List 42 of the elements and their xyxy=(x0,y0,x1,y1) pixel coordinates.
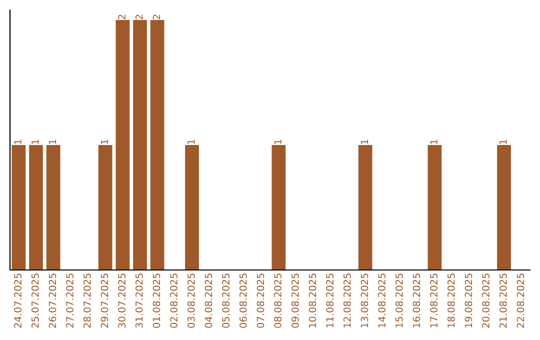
x-tick-label: 11.08.2025 xyxy=(326,274,334,328)
data-label: 1 xyxy=(14,140,22,144)
x-tick-label: 06.08.2025 xyxy=(239,274,247,328)
x-tick-label: 10.08.2025 xyxy=(308,274,316,328)
data-label: 1 xyxy=(500,140,507,144)
data-label: 2 xyxy=(135,14,143,20)
x-tick-label: 14.08.2025 xyxy=(378,274,386,328)
x-tick-label: 29.07.2025 xyxy=(100,274,108,328)
x-tick-label: 18.08.2025 xyxy=(447,274,455,328)
x-tick-label: 25.07.2025 xyxy=(31,274,39,328)
x-tick-label: 19.08.2025 xyxy=(464,274,472,328)
x-tick-label: 21.08.2025 xyxy=(499,274,507,328)
x-tick-label: 12.08.2025 xyxy=(343,274,351,328)
x-tick-label: 28.07.2025 xyxy=(83,274,91,328)
x-tick-label: 27.07.2025 xyxy=(66,274,74,328)
data-label: 1 xyxy=(274,140,282,144)
x-tick-label: 04.08.2025 xyxy=(204,274,212,328)
x-tick-label: 30.07.2025 xyxy=(118,274,126,328)
data-label: 1 xyxy=(32,140,39,144)
x-tick-label: 22.08.2025 xyxy=(516,274,524,328)
x-tick-label: 15.08.2025 xyxy=(395,274,403,328)
x-tick-label: 05.08.2025 xyxy=(222,274,230,328)
x-tick-label: 17.08.2025 xyxy=(430,274,438,328)
x-tick-label: 31.07.2025 xyxy=(135,274,143,328)
x-tick-label: 09.08.2025 xyxy=(291,274,299,328)
x-tick-label: 13.08.2025 xyxy=(360,274,368,328)
data-label: 2 xyxy=(118,14,126,20)
x-tick-label: 24.07.2025 xyxy=(14,274,22,328)
data-label: 1 xyxy=(360,140,368,144)
x-tick-label: 26.07.2025 xyxy=(48,274,56,328)
x-tick-label: 16.08.2025 xyxy=(412,274,420,328)
data-label: 1 xyxy=(100,140,108,144)
x-tick-label: 01.08.2025 xyxy=(152,274,160,328)
data-label: 2 xyxy=(152,14,160,20)
x-tick-label: 02.08.2025 xyxy=(170,274,178,328)
data-label: 1 xyxy=(188,140,195,144)
data-label: 1 xyxy=(48,140,56,144)
x-tick-label: 20.08.2025 xyxy=(482,274,490,328)
x-tick-label: 03.08.2025 xyxy=(187,274,195,328)
data-label: 1 xyxy=(430,140,438,144)
x-tick-label: 07.08.2025 xyxy=(256,274,264,328)
x-tick-label: 08.08.2025 xyxy=(274,274,282,328)
